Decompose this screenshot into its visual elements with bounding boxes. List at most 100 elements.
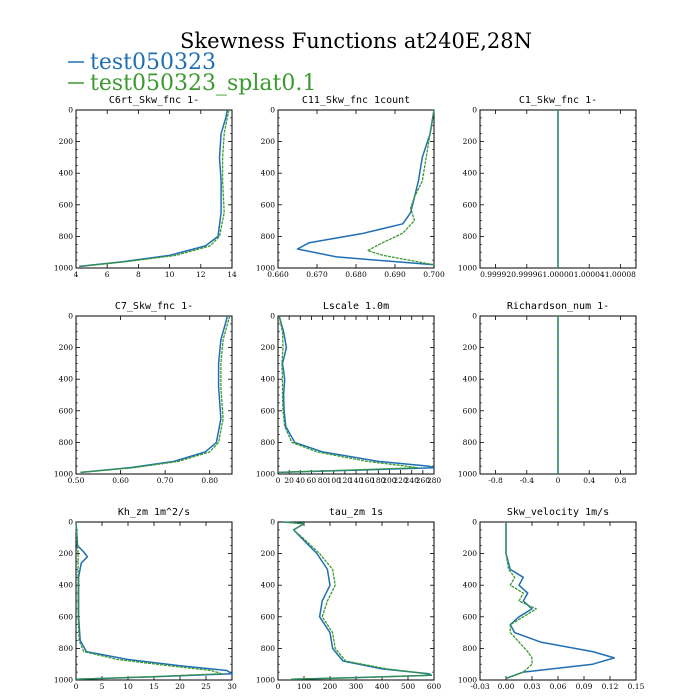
panel-title: Kh_zm 1m^2/s xyxy=(118,507,190,518)
y-tick-label: 600 xyxy=(261,200,276,209)
panel-title: Lscale 1.0m xyxy=(323,301,389,312)
x-tick-label: 280 xyxy=(427,476,442,485)
x-tick-label: 10 xyxy=(123,682,133,691)
x-tick-label: 80 xyxy=(318,476,328,485)
y-tick-label: 0 xyxy=(68,518,73,527)
series-line-splat0.1 xyxy=(367,109,435,266)
panel-title: C11_Skw_fnc 1count xyxy=(302,95,410,106)
y-tick-label: 800 xyxy=(261,438,276,447)
panel-title: C1_Skw_fnc 1- xyxy=(519,95,597,106)
x-tick-label: 300 xyxy=(349,682,364,691)
x-tick-label: 0.700 xyxy=(423,270,445,279)
x-tick-label: 8 xyxy=(136,270,141,279)
y-tick-label: 0 xyxy=(472,518,477,527)
x-tick-label: 0.00 xyxy=(498,682,515,691)
x-tick-label: 0.99996 xyxy=(511,270,542,279)
y-tick-label: 1000 xyxy=(458,676,477,685)
y-tick-label: 200 xyxy=(463,343,478,352)
y-tick-label: 800 xyxy=(463,438,478,447)
x-tick-label: 180 xyxy=(371,476,386,485)
y-tick-label: 600 xyxy=(59,612,74,621)
x-tick-label: 20 xyxy=(284,476,294,485)
x-tick-label: 140 xyxy=(349,476,364,485)
x-tick-label: 400 xyxy=(375,682,390,691)
x-tick-label: 100 xyxy=(297,682,312,691)
panel-2: C11_Skw_fnc 1count 0 200 400 600 800 10000.660… xyxy=(256,95,445,279)
y-tick-label: 800 xyxy=(59,438,74,447)
series-line-splat0.1 xyxy=(277,315,418,474)
y-tick-label: 200 xyxy=(261,343,276,352)
x-tick-label: 0.15 xyxy=(628,682,645,691)
series-line-test050323 xyxy=(79,109,229,268)
x-tick-label: -0.4 xyxy=(520,476,535,485)
x-tick-label: 20 xyxy=(175,682,185,691)
y-tick-label: 200 xyxy=(59,549,74,558)
x-tick-label: 0.12 xyxy=(602,682,619,691)
plot-frame xyxy=(75,521,233,681)
y-tick-label: 400 xyxy=(59,581,74,590)
y-tick-label: 800 xyxy=(59,232,74,241)
x-tick-label: 0 xyxy=(276,682,281,691)
x-tick-label: 0.03 xyxy=(524,682,541,691)
y-tick-label: 400 xyxy=(463,375,478,384)
series-line-test050323 xyxy=(283,521,433,680)
x-tick-label: 1.00004 xyxy=(574,270,605,279)
x-tick-label: 60 xyxy=(307,476,317,485)
x-tick-label: 12 xyxy=(196,270,206,279)
panel-title: Richardson_num 1- xyxy=(507,301,609,312)
x-tick-label: 200 xyxy=(382,476,397,485)
x-tick-label: 160 xyxy=(360,476,375,485)
x-tick-label: 120 xyxy=(338,476,353,485)
series-line-splat0.1 xyxy=(505,522,537,680)
y-tick-label: 1000 xyxy=(256,470,275,479)
y-tick-label: 0 xyxy=(68,106,73,115)
y-tick-label: 200 xyxy=(59,137,74,146)
figure-title: Skewness Functions at240E,28N xyxy=(180,29,532,53)
y-tick-label: 1000 xyxy=(256,264,275,273)
series-line-splat0.1 xyxy=(80,315,231,474)
y-tick-label: 600 xyxy=(463,612,478,621)
x-tick-label: 0.80 xyxy=(201,476,218,485)
y-tick-label: 400 xyxy=(463,169,478,178)
x-tick-label: 0.70 xyxy=(157,476,174,485)
y-tick-label: 1000 xyxy=(54,470,73,479)
x-tick-label: 0.09 xyxy=(576,682,593,691)
y-tick-label: 0 xyxy=(68,312,73,321)
x-tick-label: 10 xyxy=(165,270,175,279)
y-tick-label: 400 xyxy=(59,375,74,384)
x-tick-label: 14 xyxy=(227,270,237,279)
x-tick-label: 0 xyxy=(276,476,281,485)
y-tick-label: 800 xyxy=(261,232,276,241)
y-tick-label: 200 xyxy=(261,137,276,146)
series-line-test050323 xyxy=(505,522,616,680)
x-tick-label: 6 xyxy=(105,270,110,279)
x-tick-label: 0.60 xyxy=(112,476,129,485)
x-tick-label: 40 xyxy=(296,476,306,485)
panel-title: Skw_velocity 1m/s xyxy=(507,507,609,518)
y-tick-label: 200 xyxy=(463,549,478,558)
y-tick-label: 400 xyxy=(261,581,276,590)
y-tick-label: 200 xyxy=(261,549,276,558)
legend: test050323 test050323_splat0.1 xyxy=(68,50,316,96)
x-tick-label: 30 xyxy=(227,682,237,691)
x-tick-label: 0.660 xyxy=(267,270,289,279)
x-tick-label: 4 xyxy=(74,270,79,279)
x-tick-label: 0 xyxy=(74,682,79,691)
x-tick-label: 5 xyxy=(100,682,105,691)
y-tick-label: 600 xyxy=(261,406,276,415)
x-tick-label: 0.8 xyxy=(614,476,626,485)
y-tick-label: 200 xyxy=(463,137,478,146)
series-line-splat0.1 xyxy=(75,521,223,680)
x-tick-label: 260 xyxy=(416,476,431,485)
x-tick-label: 15 xyxy=(149,682,159,691)
y-tick-label: 800 xyxy=(463,644,478,653)
x-tick-label: 200 xyxy=(323,682,338,691)
series-line-test050323 xyxy=(296,109,435,266)
x-tick-label: 240 xyxy=(405,476,420,485)
x-tick-label: 0.690 xyxy=(384,270,406,279)
y-tick-label: 1000 xyxy=(458,264,477,273)
